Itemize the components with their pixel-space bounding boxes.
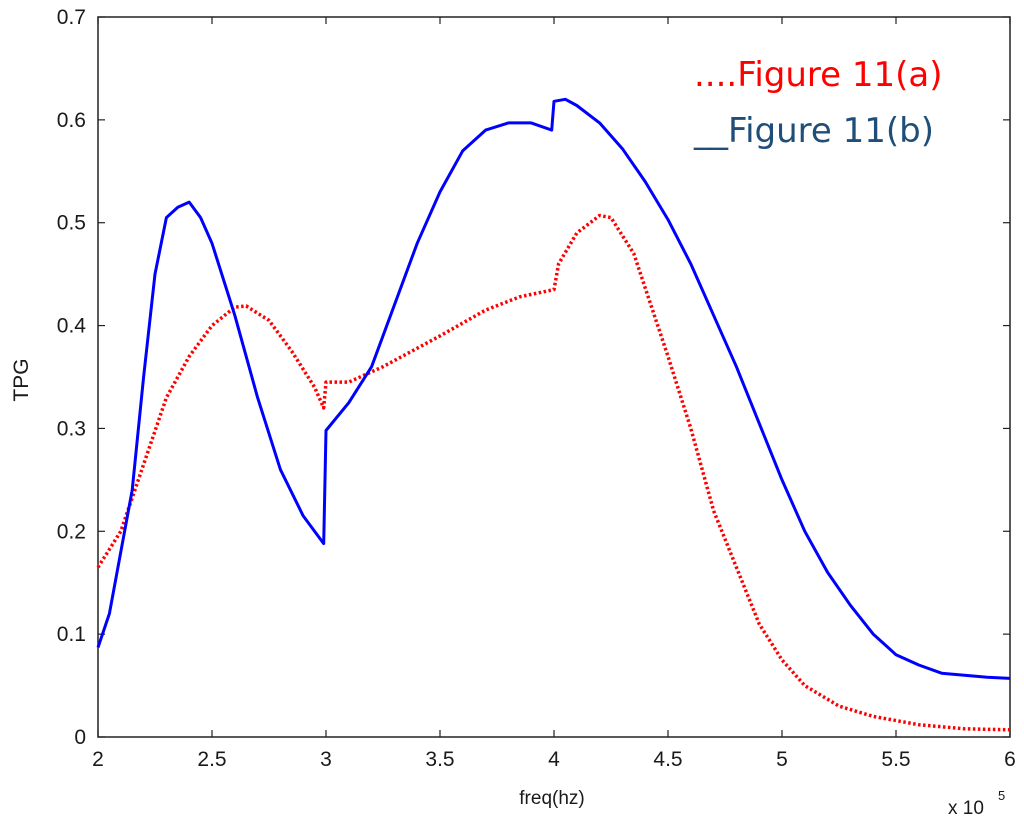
y-axis-label: TPG	[10, 358, 33, 401]
x-tick-label: 2.5	[197, 748, 226, 771]
y-tick-label: 0.5	[57, 212, 86, 235]
x-tick-label: 3.5	[425, 748, 454, 771]
x-multiplier-exponent: 5	[998, 788, 1005, 803]
series-layer	[96, 97, 1011, 732]
y-tick-label: 0.3	[57, 417, 86, 440]
legend-entry-figure-11a: ....Figure 11(a)	[694, 55, 942, 95]
y-tick-label: 0	[74, 726, 86, 749]
y-tick-label: 0.7	[57, 6, 86, 29]
x-tick-label: 2	[92, 748, 104, 771]
legend-entry-figure-11b: __Figure 11(b)	[693, 111, 934, 151]
series-line-figure-11a	[96, 213, 1011, 732]
y-tick-label: 0.6	[57, 109, 86, 132]
y-tick-label: 0.4	[57, 315, 87, 338]
x-tick-label: 3	[320, 748, 332, 771]
x-axis-ticks: 2 2.5 3 3.5 4 4.5 5 5.5 6	[92, 17, 1016, 771]
y-tick-label: 0.2	[57, 520, 86, 543]
series-line-figure-11b	[96, 97, 1011, 680]
x-axis-label: freq(hz)	[519, 788, 584, 809]
x-tick-label: 6	[1004, 748, 1016, 771]
x-tick-label: 4	[548, 748, 560, 771]
y-axis-ticks: 0 0.1 0.2 0.3 0.4 0.5 0.6 0.7	[57, 6, 1010, 749]
x-tick-label: 5	[776, 748, 788, 771]
legend: ....Figure 11(a) __Figure 11(b)	[693, 55, 942, 151]
y-tick-label: 0.1	[57, 623, 86, 646]
x-tick-label: 4.5	[653, 748, 682, 771]
x-tick-label: 5.5	[881, 748, 910, 771]
x-multiplier-label: x 10	[948, 798, 984, 819]
